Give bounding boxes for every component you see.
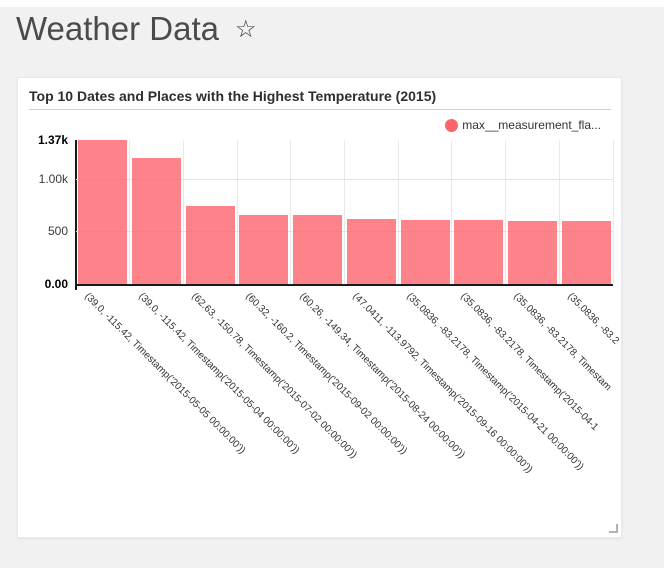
y-axis-label: 1.00k [38,171,68,186]
x-axis-label: (35.0836, -83.2178, Timestam [511,291,614,394]
page-header: Weather Data ☆ [16,10,257,48]
bar[interactable] [239,214,289,284]
gridline-vertical [236,140,238,284]
bar[interactable] [293,215,343,284]
gridline-vertical [182,140,184,284]
gridline-vertical [505,140,507,284]
divider [29,109,611,110]
chart-card: Top 10 Dates and Places with the Highest… [17,77,622,538]
x-axis-label: (47.0411, -113.9792, Timestamp('2015-09-… [350,291,535,476]
legend-marker-icon [445,118,459,132]
bar[interactable] [507,220,557,284]
bar[interactable] [346,219,396,284]
star-icon[interactable]: ☆ [235,16,257,43]
chart-title: Top 10 Dates and Places with the Highest… [29,88,437,104]
bar[interactable] [454,220,504,284]
x-axis-line [75,284,613,286]
legend-label: max__measurement_fla... [462,118,601,132]
y-axis-label: 0.00 [44,277,68,291]
resize-handle-icon[interactable] [609,524,618,533]
legend-item[interactable]: max__measurement_fla... [445,118,601,132]
y-axis-label: 1.37k [37,133,68,147]
gridline-horizontal [76,178,613,180]
gridline-vertical [451,140,453,284]
gridline-vertical [397,140,399,284]
bar[interactable] [185,206,235,284]
x-axis-label: (35.0836, -83.2178, Timestamp('2015-04-2… [404,291,586,473]
gridline-vertical [290,140,292,284]
gridline-horizontal [76,231,613,233]
page-title: Weather Data [16,10,219,47]
bar[interactable] [78,140,128,284]
gridline-vertical [129,140,131,284]
y-axis-line [75,140,77,290]
bar[interactable] [400,219,450,284]
bar-chart-plot-area: (39.0, -115.42, Timestamp('2015-05-05 00… [75,140,621,475]
gridline-vertical [558,140,560,284]
gridline-vertical [612,140,614,284]
x-axis-label: (35.0836, -83.2 [565,291,622,347]
bar[interactable] [561,220,611,284]
y-axis-label: 500 [47,224,68,239]
bar[interactable] [132,157,182,284]
gridline-vertical [344,140,345,284]
top-strip [0,0,664,7]
